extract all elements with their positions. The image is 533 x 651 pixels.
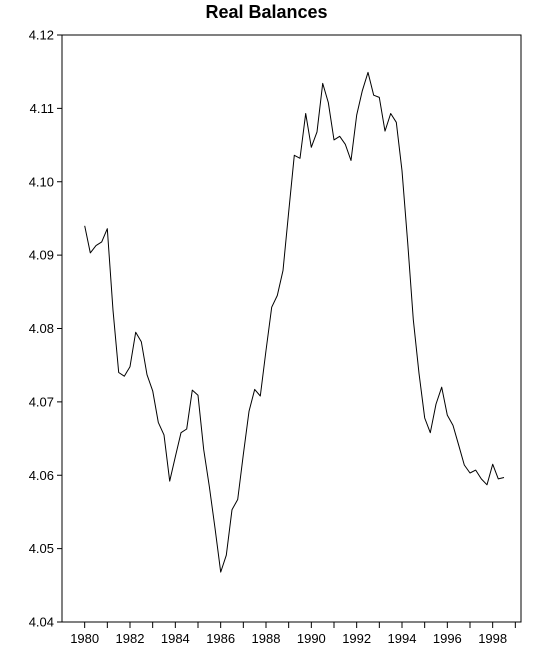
x-tick-label: 1982 xyxy=(116,631,145,646)
x-axis: 1980 1982 1984 1986 1988 1990 1992 1994 1996 1998 xyxy=(70,622,515,646)
y-tick-label: 4.10 xyxy=(29,174,54,189)
x-tick-label: 1996 xyxy=(433,631,462,646)
y-tick-label: 4.12 xyxy=(29,28,54,43)
x-tick-label: 1984 xyxy=(161,631,190,646)
x-tick-label: 1986 xyxy=(206,631,235,646)
y-tick-label: 4.04 xyxy=(29,615,54,630)
y-tick-label: 4.09 xyxy=(29,248,54,263)
x-tick-label: 1994 xyxy=(388,631,417,646)
y-axis: 4.04 4.05 4.06 4.07 4.08 4.09 4.10 4.11 4.12 xyxy=(29,28,62,630)
x-tick-label: 1998 xyxy=(478,631,507,646)
y-tick-label: 4.05 xyxy=(29,541,54,556)
y-tick-label: 4.06 xyxy=(29,468,54,483)
plot-frame xyxy=(62,35,521,622)
x-tick-label: 1990 xyxy=(297,631,326,646)
x-tick-label: 1980 xyxy=(70,631,99,646)
series-line xyxy=(85,72,504,572)
series-group xyxy=(85,72,504,572)
y-tick-label: 4.07 xyxy=(29,394,54,409)
x-tick-label: 1988 xyxy=(252,631,281,646)
y-tick-label: 4.11 xyxy=(30,101,54,116)
y-tick-label: 4.08 xyxy=(29,321,54,336)
x-tick-label: 1992 xyxy=(342,631,371,646)
